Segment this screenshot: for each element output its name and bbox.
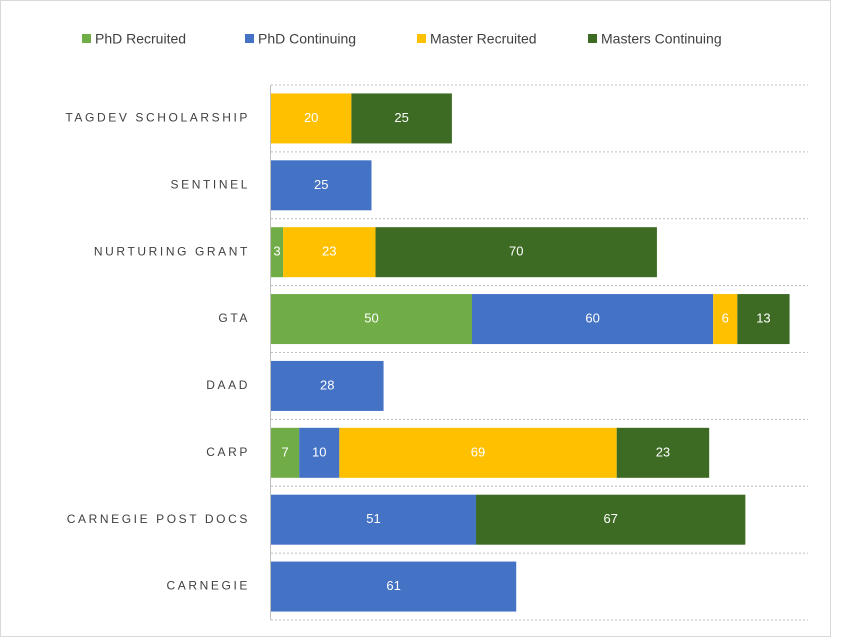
bar-segment: [271, 93, 352, 144]
bar-segment: [271, 227, 284, 278]
y-tick-label: DAAD: [206, 378, 250, 392]
bar-segment: [713, 294, 738, 345]
data-label: 69: [471, 444, 485, 459]
y-tick-label: CARNEGIE POST DOCS: [67, 512, 250, 526]
data-label: 61: [386, 578, 400, 593]
bar-segment: [299, 427, 340, 478]
data-label: 23: [656, 444, 670, 459]
legend-swatch: [588, 34, 597, 43]
data-label: 67: [603, 511, 617, 526]
bar-segment: [339, 427, 617, 478]
data-label: 7: [281, 444, 288, 459]
legend-swatch: [82, 34, 91, 43]
legend-label: Masters Continuing: [601, 31, 722, 47]
bar-segment: [472, 294, 714, 345]
data-label: 23: [322, 244, 336, 259]
legend-label: PhD Recruited: [95, 31, 186, 47]
data-label: 6: [722, 311, 729, 326]
bar-segment: [271, 360, 384, 411]
data-label: 13: [756, 311, 770, 326]
legend-label: PhD Continuing: [258, 31, 356, 47]
data-label: 70: [509, 244, 523, 259]
y-tick-label: TAGDEV SCHOLARSHIP: [65, 111, 250, 125]
bar-segment: [616, 427, 710, 478]
data-label: 60: [585, 311, 599, 326]
data-label: 25: [314, 177, 328, 192]
legend-swatch: [417, 34, 426, 43]
y-tick-label: NURTURING GRANT: [94, 244, 250, 258]
bar-segment: [375, 227, 657, 278]
legend-swatch: [245, 34, 254, 43]
bar-segment: [271, 160, 372, 211]
bar-segment: [271, 561, 517, 612]
data-label: 51: [366, 511, 380, 526]
data-label: 28: [320, 377, 334, 392]
legend-label: Master Recruited: [430, 31, 537, 47]
data-label: 20: [304, 110, 318, 125]
bar-segment: [283, 227, 376, 278]
data-label: 10: [312, 444, 326, 459]
y-tick-label: SENTINEL: [171, 177, 250, 191]
y-tick-label: CARNEGIE: [167, 579, 250, 593]
bar-segment: [476, 494, 746, 545]
bar-segment: [271, 427, 300, 478]
y-tick-label: CARP: [206, 445, 250, 459]
y-tick-label: GTA: [218, 311, 250, 325]
bar-segment: [737, 294, 790, 345]
data-label: 25: [394, 110, 408, 125]
bar-segment: [351, 93, 452, 144]
data-label: 50: [364, 311, 378, 326]
data-label: 3: [273, 244, 280, 259]
bar-segment: [271, 294, 472, 345]
bar-segment: [271, 494, 477, 545]
